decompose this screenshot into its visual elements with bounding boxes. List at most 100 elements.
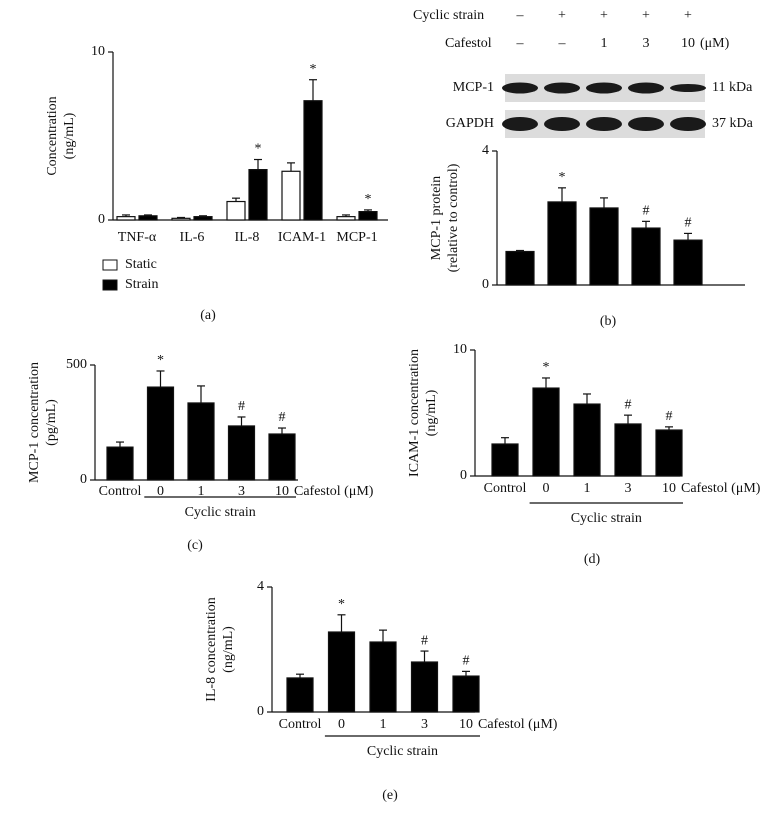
bar bbox=[491, 443, 519, 477]
panel-label: (a) bbox=[200, 308, 216, 323]
band-name: MCP-1 bbox=[453, 80, 494, 95]
bar bbox=[410, 661, 439, 713]
bar bbox=[281, 170, 301, 221]
legend-label: Strain bbox=[125, 277, 158, 292]
band bbox=[670, 84, 706, 92]
y-tick-label: 0 bbox=[482, 277, 489, 292]
bar bbox=[303, 100, 323, 221]
y-axis-label: (ng/mL) bbox=[424, 389, 439, 436]
blot-cell: + bbox=[600, 8, 608, 23]
x-tick-label: 0 bbox=[543, 481, 550, 496]
band bbox=[544, 82, 580, 94]
significance-marker: # bbox=[279, 410, 286, 425]
x-tick-label: 1 bbox=[198, 484, 205, 499]
bar bbox=[505, 250, 535, 286]
band bbox=[628, 117, 664, 131]
bar bbox=[547, 201, 577, 286]
x-tick-label: IL-8 bbox=[235, 230, 260, 245]
y-axis-label: (relative to control) bbox=[446, 163, 461, 272]
bar bbox=[116, 216, 136, 221]
panel-label: (d) bbox=[584, 552, 601, 567]
significance-marker: # bbox=[643, 204, 650, 219]
y-axis-label: ICAM-1 concentration bbox=[407, 349, 422, 477]
significance-marker: # bbox=[421, 633, 428, 648]
band bbox=[502, 117, 538, 131]
legend-swatch bbox=[102, 279, 118, 291]
x-tick-label: 10 bbox=[662, 481, 676, 496]
y-axis-label: (ng/mL) bbox=[221, 626, 236, 673]
blot-cell: – bbox=[516, 8, 525, 23]
bar bbox=[369, 641, 397, 713]
band bbox=[670, 117, 706, 131]
y-axis-label: (pg/mL) bbox=[44, 399, 59, 446]
group-label: Cyclic strain bbox=[367, 744, 438, 759]
bar bbox=[573, 403, 601, 477]
x-axis-label: Cafestol (μM) bbox=[681, 481, 761, 496]
bar bbox=[614, 423, 642, 477]
y-tick-label: 0 bbox=[257, 704, 264, 719]
significance-marker: * bbox=[365, 192, 372, 207]
bar bbox=[673, 239, 703, 286]
bar bbox=[631, 227, 661, 286]
legend-swatch bbox=[102, 259, 118, 271]
x-tick-label: 3 bbox=[625, 481, 632, 496]
significance-marker: * bbox=[559, 170, 566, 185]
blot-cell: 10 bbox=[681, 36, 695, 51]
x-tick-label: 3 bbox=[421, 717, 428, 732]
y-tick-label: 0 bbox=[80, 472, 87, 487]
bar bbox=[358, 211, 378, 221]
bar bbox=[589, 207, 619, 286]
y-tick-label: 0 bbox=[98, 212, 105, 227]
y-tick-label: 10 bbox=[91, 44, 105, 59]
bar bbox=[171, 217, 191, 221]
bar bbox=[248, 169, 268, 221]
x-tick-label: MCP-1 bbox=[336, 230, 377, 245]
legend-label: Static bbox=[125, 257, 157, 272]
bar bbox=[187, 402, 215, 481]
group-label: Cyclic strain bbox=[571, 511, 642, 526]
y-axis-label: (ng/mL) bbox=[62, 112, 77, 159]
significance-marker: # bbox=[238, 399, 245, 414]
significance-marker: # bbox=[685, 216, 692, 231]
y-axis-label: IL-8 concentration bbox=[204, 597, 219, 702]
x-tick-label: Control bbox=[484, 481, 527, 496]
y-tick-label: 10 bbox=[453, 342, 467, 357]
bar bbox=[106, 446, 134, 481]
blot-cell: + bbox=[684, 8, 692, 23]
x-tick-label: IL-6 bbox=[180, 230, 205, 245]
blot-cell: + bbox=[558, 8, 566, 23]
bar bbox=[226, 200, 246, 221]
blot-cell: 1 bbox=[601, 36, 608, 51]
bar bbox=[452, 675, 480, 713]
bar bbox=[193, 216, 213, 221]
band bbox=[502, 82, 538, 94]
panel-label: (e) bbox=[382, 788, 398, 803]
x-tick-label: 1 bbox=[380, 717, 387, 732]
significance-marker: * bbox=[310, 62, 317, 77]
group-label: Cyclic strain bbox=[185, 505, 256, 520]
significance-marker: # bbox=[666, 409, 673, 424]
blot-row-label: Cyclic strain bbox=[413, 8, 484, 23]
y-tick-label: 0 bbox=[460, 468, 467, 483]
significance-marker: # bbox=[463, 654, 470, 669]
blot-cell: 3 bbox=[643, 36, 650, 51]
x-tick-label: Control bbox=[279, 717, 322, 732]
band bbox=[586, 82, 622, 94]
x-tick-label: 0 bbox=[157, 484, 164, 499]
band bbox=[586, 117, 622, 131]
significance-marker: * bbox=[157, 353, 164, 368]
band-name: GAPDH bbox=[446, 116, 494, 131]
blot-row-label: Cafestol bbox=[445, 36, 492, 51]
y-tick-label: 4 bbox=[257, 579, 264, 594]
bar bbox=[286, 677, 314, 713]
x-axis-label: Cafestol (μM) bbox=[478, 717, 558, 732]
y-tick-label: 4 bbox=[482, 143, 489, 158]
bar bbox=[268, 433, 296, 481]
bar bbox=[336, 216, 356, 221]
x-tick-label: 0 bbox=[338, 717, 345, 732]
significance-marker: * bbox=[543, 360, 550, 375]
bar bbox=[138, 215, 158, 221]
blot-cell: + bbox=[642, 8, 650, 23]
blot-unit: (μM) bbox=[700, 36, 730, 51]
band-size: 11 kDa bbox=[712, 80, 753, 95]
